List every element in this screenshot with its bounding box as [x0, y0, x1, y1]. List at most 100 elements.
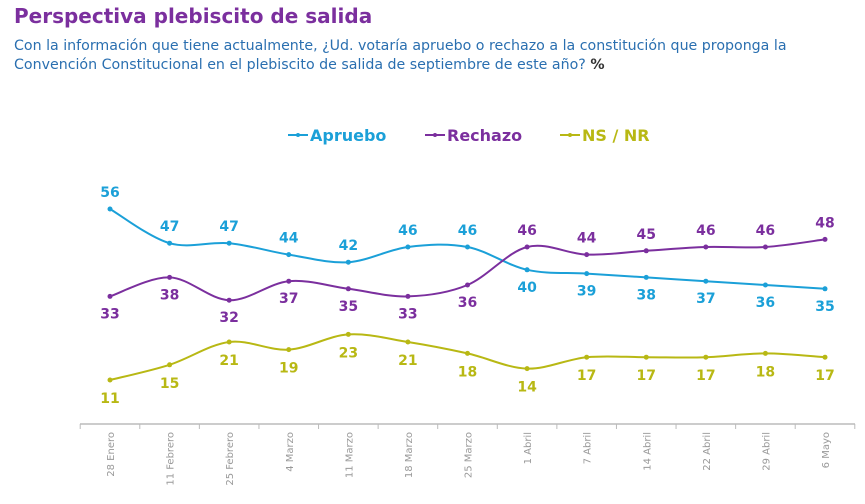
data-label: 18: [756, 364, 775, 380]
data-label: 11: [100, 391, 119, 407]
data-point: [584, 252, 590, 258]
data-point: [465, 244, 470, 250]
data-label: 44: [279, 231, 299, 247]
data-point: [762, 282, 768, 288]
data-point: [405, 244, 411, 250]
data-point: [524, 366, 530, 372]
x-tick-label: 1 Abril: [523, 432, 534, 464]
data-point: [286, 347, 292, 353]
data-point: [762, 244, 768, 250]
data-label: 46: [517, 223, 536, 239]
data-point: [703, 354, 709, 360]
data-point: [226, 240, 232, 246]
data-label: 23: [339, 345, 358, 361]
legend-label: NS / NR: [582, 126, 650, 145]
data-label: 17: [696, 368, 715, 384]
data-point: [226, 297, 232, 303]
data-label: 19: [279, 361, 298, 377]
data-label: 38: [160, 287, 179, 303]
x-tick-label: 25 Marzo: [464, 432, 475, 478]
data-label: 56: [100, 185, 119, 201]
legend-marker: [433, 133, 437, 137]
data-label: 17: [637, 368, 656, 384]
data-label: 48: [815, 215, 834, 231]
data-label: 33: [398, 306, 417, 322]
data-point: [465, 350, 470, 356]
data-point: [107, 206, 113, 212]
data-point: [762, 350, 768, 356]
data-label: 47: [160, 219, 179, 235]
x-tick-label: 22 Abril: [702, 432, 713, 471]
x-tick-label: 6 Mayo: [821, 432, 832, 468]
data-label: 17: [577, 368, 596, 384]
data-point: [345, 259, 351, 265]
data-label: 47: [219, 219, 238, 235]
legend-marker: [296, 133, 300, 137]
data-point: [167, 362, 173, 368]
data-label: 36: [458, 295, 477, 311]
subtitle-text: Con la información que tiene actualmente…: [14, 38, 787, 73]
data-point: [643, 274, 649, 280]
data-point: [584, 354, 590, 360]
data-label: 15: [160, 376, 179, 392]
data-point: [345, 331, 351, 337]
data-point: [405, 293, 411, 299]
legend-label: Apruebo: [310, 126, 386, 145]
data-point: [286, 278, 292, 284]
data-label: 39: [577, 284, 596, 300]
data-point: [584, 271, 590, 277]
data-point: [107, 293, 113, 299]
data-label: 32: [219, 310, 238, 326]
data-point: [107, 377, 113, 383]
data-label: 46: [458, 223, 477, 239]
data-label: 44: [577, 231, 597, 247]
data-label: 36: [756, 295, 775, 311]
data-point: [524, 267, 530, 273]
x-tick-label: 4 Marzo: [285, 432, 296, 472]
data-label: 14: [517, 380, 537, 396]
x-tick-label: 7 Abril: [583, 432, 594, 464]
data-label: 17: [815, 368, 834, 384]
data-label: 18: [458, 364, 477, 380]
data-point: [643, 248, 649, 254]
data-point: [703, 244, 709, 250]
data-label: 33: [100, 306, 119, 322]
x-tick-label: 11 Marzo: [344, 432, 355, 478]
data-label: 40: [517, 280, 537, 296]
data-point: [167, 274, 173, 280]
subtitle: Con la información que tiene actualmente…: [14, 37, 859, 75]
x-tick-label: 11 Febrero: [166, 432, 177, 486]
data-point: [345, 286, 351, 292]
x-tick-label: 25 Febrero: [225, 432, 236, 486]
data-label: 46: [696, 223, 715, 239]
data-point: [286, 252, 292, 258]
data-label: 42: [339, 238, 358, 254]
data-point: [167, 240, 173, 246]
data-point: [822, 236, 828, 242]
data-point: [405, 339, 411, 345]
data-point: [643, 354, 649, 360]
data-label: 35: [815, 299, 834, 315]
x-tick-label: 18 Marzo: [404, 432, 415, 478]
data-label: 21: [398, 353, 417, 369]
data-point: [524, 244, 530, 250]
data-label: 37: [696, 291, 715, 307]
legend-marker: [568, 133, 572, 137]
x-tick-label: 28 Enero: [106, 432, 117, 477]
data-label: 35: [339, 299, 358, 315]
x-tick-label: 29 Abril: [761, 432, 772, 471]
data-point: [703, 278, 709, 284]
data-label: 46: [756, 223, 775, 239]
data-label: 37: [279, 291, 298, 307]
data-label: 38: [637, 287, 656, 303]
subtitle-unit: %: [590, 57, 605, 73]
legend-label: Rechazo: [447, 126, 522, 145]
x-tick-label: 14 Abril: [642, 432, 653, 471]
data-point: [822, 354, 828, 360]
page-title: Perspectiva plebiscito de salida: [14, 4, 373, 28]
data-point: [226, 339, 232, 345]
data-label: 46: [398, 223, 417, 239]
data-label: 21: [219, 353, 238, 369]
data-point: [822, 286, 828, 292]
